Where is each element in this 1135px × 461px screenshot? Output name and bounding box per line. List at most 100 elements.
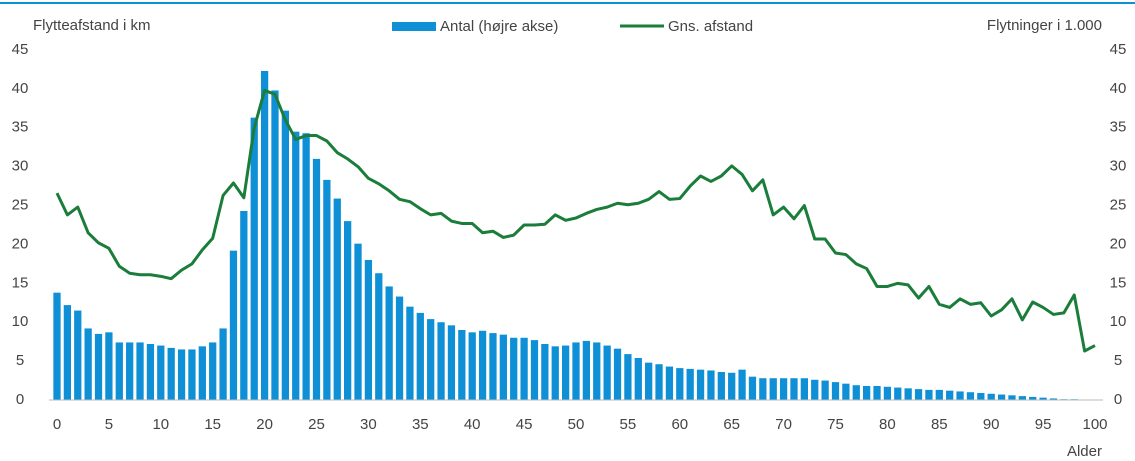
bar — [63, 305, 72, 400]
y-tick-label: 30 — [12, 158, 29, 175]
y-tick-label: 45 — [12, 41, 29, 58]
bar — [624, 354, 632, 400]
bar — [863, 386, 871, 400]
bar — [458, 330, 466, 400]
bar — [209, 342, 217, 400]
bar — [800, 378, 808, 400]
bar — [582, 340, 591, 400]
bar — [385, 286, 393, 400]
bar — [966, 392, 975, 400]
bar — [416, 312, 424, 400]
x-axis-title: Alder — [1067, 443, 1102, 460]
bar — [561, 345, 570, 400]
line — [55, 88, 1096, 353]
bar — [84, 328, 92, 400]
x-tick-label: 100 — [1082, 416, 1107, 433]
bar — [1018, 396, 1026, 400]
bar — [395, 296, 404, 400]
bar — [987, 393, 995, 400]
bar — [437, 322, 445, 400]
y-tick-label: 35 — [12, 119, 29, 136]
bar — [707, 370, 715, 400]
bar — [665, 366, 674, 400]
y-tick-label: 20 — [12, 235, 29, 252]
bar — [478, 330, 487, 400]
bar — [1008, 395, 1016, 400]
bar — [613, 348, 622, 400]
bar — [1029, 396, 1037, 400]
bar — [260, 71, 269, 400]
bar — [728, 372, 736, 400]
bar — [821, 380, 829, 400]
bar — [686, 368, 694, 400]
bar — [198, 346, 206, 400]
bar — [842, 383, 850, 400]
bar — [676, 368, 684, 400]
bar — [229, 250, 238, 400]
bar — [323, 179, 331, 400]
bar — [520, 337, 528, 400]
bar — [126, 342, 134, 400]
bar — [74, 310, 82, 400]
bar — [53, 292, 61, 400]
bar — [946, 390, 954, 400]
bar — [914, 389, 923, 400]
y2-tick-label: 10 — [1110, 313, 1127, 330]
bar — [333, 198, 341, 400]
bar — [883, 386, 892, 400]
bar — [271, 90, 279, 400]
x-tick-label: 15 — [204, 416, 221, 433]
bar — [541, 344, 549, 400]
x-tick-label: 50 — [568, 416, 585, 433]
bar — [115, 342, 123, 400]
bar — [748, 376, 757, 400]
bar — [593, 342, 601, 400]
bar — [447, 325, 456, 400]
bar — [852, 385, 860, 400]
bar — [292, 131, 300, 400]
x-tick-label: 35 — [412, 416, 429, 433]
bar — [717, 372, 725, 400]
x-tick-label: 65 — [723, 416, 740, 433]
x-tick-label: 20 — [256, 416, 273, 433]
bar — [499, 334, 507, 400]
bar — [572, 342, 580, 400]
bar — [925, 389, 933, 400]
bar — [188, 349, 196, 400]
bar — [997, 394, 1006, 400]
bar — [146, 344, 155, 400]
bar — [645, 362, 653, 400]
x-tick-label: 55 — [620, 416, 637, 433]
bar — [510, 337, 518, 400]
bar — [281, 110, 289, 401]
y2-tick-label: 25 — [1110, 197, 1127, 214]
y-tick-label: 25 — [12, 197, 29, 214]
bar — [312, 158, 321, 400]
y-tick-label: 10 — [12, 313, 29, 330]
bar — [1039, 397, 1047, 400]
bar — [769, 378, 777, 400]
bar — [530, 340, 539, 400]
legend-label: Antal (højre akse) — [440, 18, 558, 35]
bar — [603, 345, 611, 400]
bar — [956, 391, 964, 400]
y2-axis-title: Flytninger i 1.000 — [987, 17, 1102, 34]
x-tick-label: 85 — [931, 416, 948, 433]
bar — [1049, 398, 1058, 400]
bar — [302, 133, 310, 400]
bar — [219, 328, 227, 400]
bar — [738, 369, 746, 400]
bar — [136, 342, 144, 400]
x-tick-label: 95 — [1035, 416, 1052, 433]
bar — [634, 358, 642, 400]
x-tick-label: 0 — [53, 416, 61, 433]
bar — [779, 378, 788, 400]
bar — [157, 345, 165, 400]
bar — [489, 333, 497, 400]
y-tick-label: 5 — [16, 352, 24, 369]
x-tick-label: 45 — [516, 416, 533, 433]
bar — [344, 221, 352, 400]
y2-tick-label: 45 — [1110, 41, 1127, 58]
bar — [354, 243, 362, 400]
